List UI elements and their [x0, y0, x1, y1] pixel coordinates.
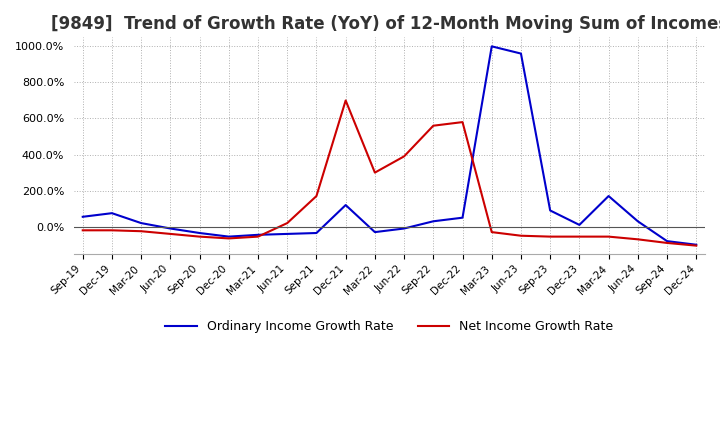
- Title: [9849]  Trend of Growth Rate (YoY) of 12-Month Moving Sum of Incomes: [9849] Trend of Growth Rate (YoY) of 12-…: [51, 15, 720, 33]
- Ordinary Income Growth Rate: [662, 238, 671, 244]
- Net Income Growth Rate: [225, 236, 233, 241]
- Ordinary Income Growth Rate: [692, 242, 701, 247]
- Ordinary Income Growth Rate: [487, 44, 496, 49]
- Ordinary Income Growth Rate: [634, 219, 642, 224]
- Ordinary Income Growth Rate: [429, 219, 438, 224]
- Ordinary Income Growth Rate: [400, 226, 408, 231]
- Line: Ordinary Income Growth Rate: Ordinary Income Growth Rate: [83, 46, 696, 245]
- Net Income Growth Rate: [312, 194, 321, 199]
- Net Income Growth Rate: [400, 154, 408, 159]
- Ordinary Income Growth Rate: [458, 215, 467, 220]
- Net Income Growth Rate: [634, 237, 642, 242]
- Net Income Growth Rate: [575, 234, 584, 239]
- Ordinary Income Growth Rate: [107, 210, 116, 216]
- Net Income Growth Rate: [341, 98, 350, 103]
- Net Income Growth Rate: [429, 123, 438, 128]
- Ordinary Income Growth Rate: [225, 234, 233, 239]
- Net Income Growth Rate: [195, 234, 204, 239]
- Line: Net Income Growth Rate: Net Income Growth Rate: [83, 100, 696, 246]
- Net Income Growth Rate: [692, 243, 701, 248]
- Legend: Ordinary Income Growth Rate, Net Income Growth Rate: Ordinary Income Growth Rate, Net Income …: [161, 315, 618, 338]
- Net Income Growth Rate: [107, 227, 116, 233]
- Ordinary Income Growth Rate: [195, 231, 204, 236]
- Ordinary Income Growth Rate: [253, 232, 262, 238]
- Ordinary Income Growth Rate: [166, 226, 175, 231]
- Ordinary Income Growth Rate: [341, 202, 350, 208]
- Net Income Growth Rate: [487, 230, 496, 235]
- Ordinary Income Growth Rate: [575, 222, 584, 227]
- Net Income Growth Rate: [458, 119, 467, 125]
- Ordinary Income Growth Rate: [371, 230, 379, 235]
- Net Income Growth Rate: [253, 234, 262, 239]
- Net Income Growth Rate: [662, 240, 671, 246]
- Ordinary Income Growth Rate: [283, 231, 292, 237]
- Net Income Growth Rate: [166, 231, 175, 237]
- Net Income Growth Rate: [546, 234, 554, 239]
- Ordinary Income Growth Rate: [546, 208, 554, 213]
- Ordinary Income Growth Rate: [137, 220, 145, 226]
- Ordinary Income Growth Rate: [78, 214, 87, 220]
- Net Income Growth Rate: [283, 220, 292, 226]
- Net Income Growth Rate: [137, 228, 145, 234]
- Ordinary Income Growth Rate: [517, 51, 526, 56]
- Net Income Growth Rate: [371, 170, 379, 175]
- Net Income Growth Rate: [604, 234, 613, 239]
- Ordinary Income Growth Rate: [604, 194, 613, 199]
- Ordinary Income Growth Rate: [312, 231, 321, 236]
- Net Income Growth Rate: [78, 227, 87, 233]
- Net Income Growth Rate: [517, 233, 526, 238]
